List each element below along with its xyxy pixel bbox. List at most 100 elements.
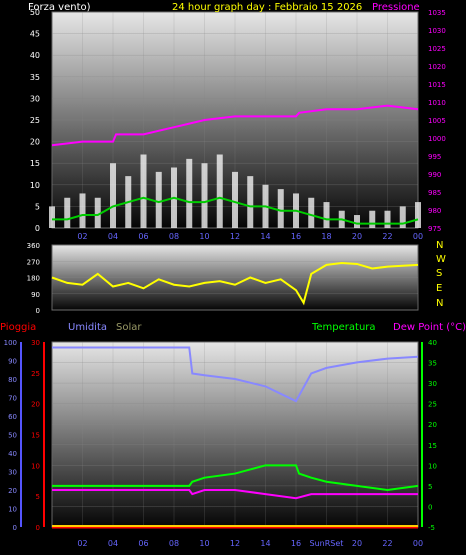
x-tick-label: 22 (382, 539, 392, 548)
rain-y-tick-label: 15 (31, 432, 40, 440)
x-tick-label: 04 (108, 232, 118, 241)
direction-y-tick-label: 0 (36, 307, 40, 315)
x-tick-label: 02 (77, 539, 87, 548)
x-tick-label: 08 (169, 232, 179, 241)
rain-label: Pioggia (0, 322, 37, 333)
x-tick-label: 16 (291, 539, 301, 548)
humidity-y-tick-label: 90 (8, 358, 17, 366)
x-tick-label: 18 (321, 232, 331, 241)
x-tick-label: 14 (260, 232, 270, 241)
x-tick-label: 20 (352, 539, 362, 548)
rain-y-tick-label: 5 (36, 493, 40, 501)
wind-y-tick-label: 50 (30, 8, 40, 17)
x-tick-label: 00 (413, 539, 423, 548)
pressure-y-tick-label: 1005 (428, 117, 446, 125)
series-avg-line (52, 196, 419, 225)
x-tick-label: 00 (413, 232, 423, 241)
pressure-y-tick-label: 990 (428, 171, 441, 179)
x-tick-label: 08 (169, 539, 179, 548)
compass-s: S (436, 268, 443, 279)
humidity-y-tick-label: 60 (8, 413, 17, 421)
pressure-y-tick-label: 1010 (428, 99, 446, 107)
page-title: 24 hour graph day : Febbraio 15 2026 (172, 2, 363, 13)
direction-y-tick-label: 90 (31, 291, 40, 299)
pressure-label: Pressione (372, 2, 420, 13)
humidity-y-tick-label: 40 (8, 450, 17, 458)
x-tick-label: 06 (138, 232, 148, 241)
compass-w: W (436, 254, 446, 265)
x-tick-label: 12 (230, 232, 240, 241)
x-tick-label: 12 (230, 539, 240, 548)
x-tick-label: 10 (199, 539, 209, 548)
x-tick-label: SunRSet (310, 539, 344, 548)
pressure-y-tick-label: 1015 (428, 81, 446, 89)
solar-label: Solar (116, 322, 142, 333)
x-tick-label: 04 (108, 539, 118, 548)
temp-y-tick-label: 25 (428, 401, 437, 409)
x-tick-label: 16 (291, 232, 301, 241)
pressure-y-tick-label: 1030 (428, 27, 446, 35)
pressure-y-tick-label: 1000 (428, 135, 446, 143)
wind-y-tick-label: 20 (30, 138, 40, 147)
rain-y-tick-label: 30 (31, 339, 40, 347)
dewpoint-label: Dew Point (°C) (393, 322, 466, 333)
rain-humidity-temp-plot-area (51, 341, 419, 528)
wind-y-tick-label: 25 (30, 116, 40, 125)
humidity-y-tick-label: 70 (8, 395, 17, 403)
wind-y-tick-label: 5 (35, 202, 40, 211)
humidity-y-tick-label: 80 (8, 376, 17, 384)
series-dew-point-line (52, 489, 418, 500)
temperature-label: Temperatura (312, 322, 376, 333)
wind-y-tick-label: 10 (30, 181, 40, 190)
pressure-y-tick-label: 1025 (428, 45, 446, 53)
pressure-y-tick-label: 1035 (428, 9, 446, 17)
x-tick-label: 10 (199, 232, 209, 241)
wind-y-tick-label: 15 (30, 159, 40, 168)
x-tick-label: 14 (260, 539, 270, 548)
rain-y-tick-label: 20 (31, 401, 40, 409)
pressure-y-tick-label: 1020 (428, 63, 446, 71)
x-tick-label: 06 (138, 539, 148, 548)
series-temperatura-line (52, 464, 419, 492)
direction-y-tick-label: 360 (27, 242, 40, 250)
humidity-y-tick-label: 0 (13, 524, 17, 532)
rain-y-tick-label: 0 (36, 524, 40, 532)
pressure-y-tick-label: 995 (428, 153, 441, 161)
rain-y-tick-label: 10 (31, 462, 40, 470)
series-pressione-line (51, 104, 419, 147)
series-umidita-line (52, 346, 419, 403)
temp-y-tick-label: -5 (428, 524, 435, 532)
temp-y-tick-label: 40 (428, 339, 437, 347)
x-tick-label: 20 (352, 232, 362, 241)
temp-y-tick-label: 5 (428, 483, 432, 491)
temp-y-tick-label: 30 (428, 380, 437, 388)
humidity-label: Umidita (68, 322, 108, 333)
compass-n-top: N (436, 240, 444, 251)
temp-y-tick-label: 15 (428, 442, 437, 450)
x-tick-label: 02 (77, 232, 87, 241)
x-tick-label: 22 (382, 232, 392, 241)
temp-y-tick-label: 10 (428, 462, 437, 470)
wind-y-tick-label: 35 (30, 73, 40, 82)
temp-y-tick-label: 20 (428, 421, 437, 429)
wind-y-tick-label: 40 (30, 51, 40, 60)
pressure-y-tick-label: 980 (428, 207, 441, 215)
direction-y-tick-label: 180 (27, 275, 40, 283)
wind-y-tick-label: 0 (35, 224, 40, 233)
wind-speed-label: Forza vento) (28, 2, 91, 13)
pressure-y-tick-label: 975 (428, 225, 441, 233)
wind-y-tick-label: 30 (30, 94, 40, 103)
series-direction-line (51, 262, 419, 306)
humidity-y-tick-label: 100 (4, 339, 17, 347)
temp-y-tick-label: 35 (428, 360, 437, 368)
humidity-y-tick-label: 20 (8, 487, 17, 495)
wind-y-tick-label: 45 (30, 30, 40, 39)
humidity-y-tick-label: 30 (8, 469, 17, 477)
pressure-y-tick-label: 985 (428, 189, 441, 197)
humidity-y-tick-label: 10 (8, 506, 17, 514)
compass-n-bottom: N (436, 298, 444, 309)
rain-y-tick-label: 25 (31, 370, 40, 378)
direction-y-tick-label: 270 (27, 258, 40, 266)
